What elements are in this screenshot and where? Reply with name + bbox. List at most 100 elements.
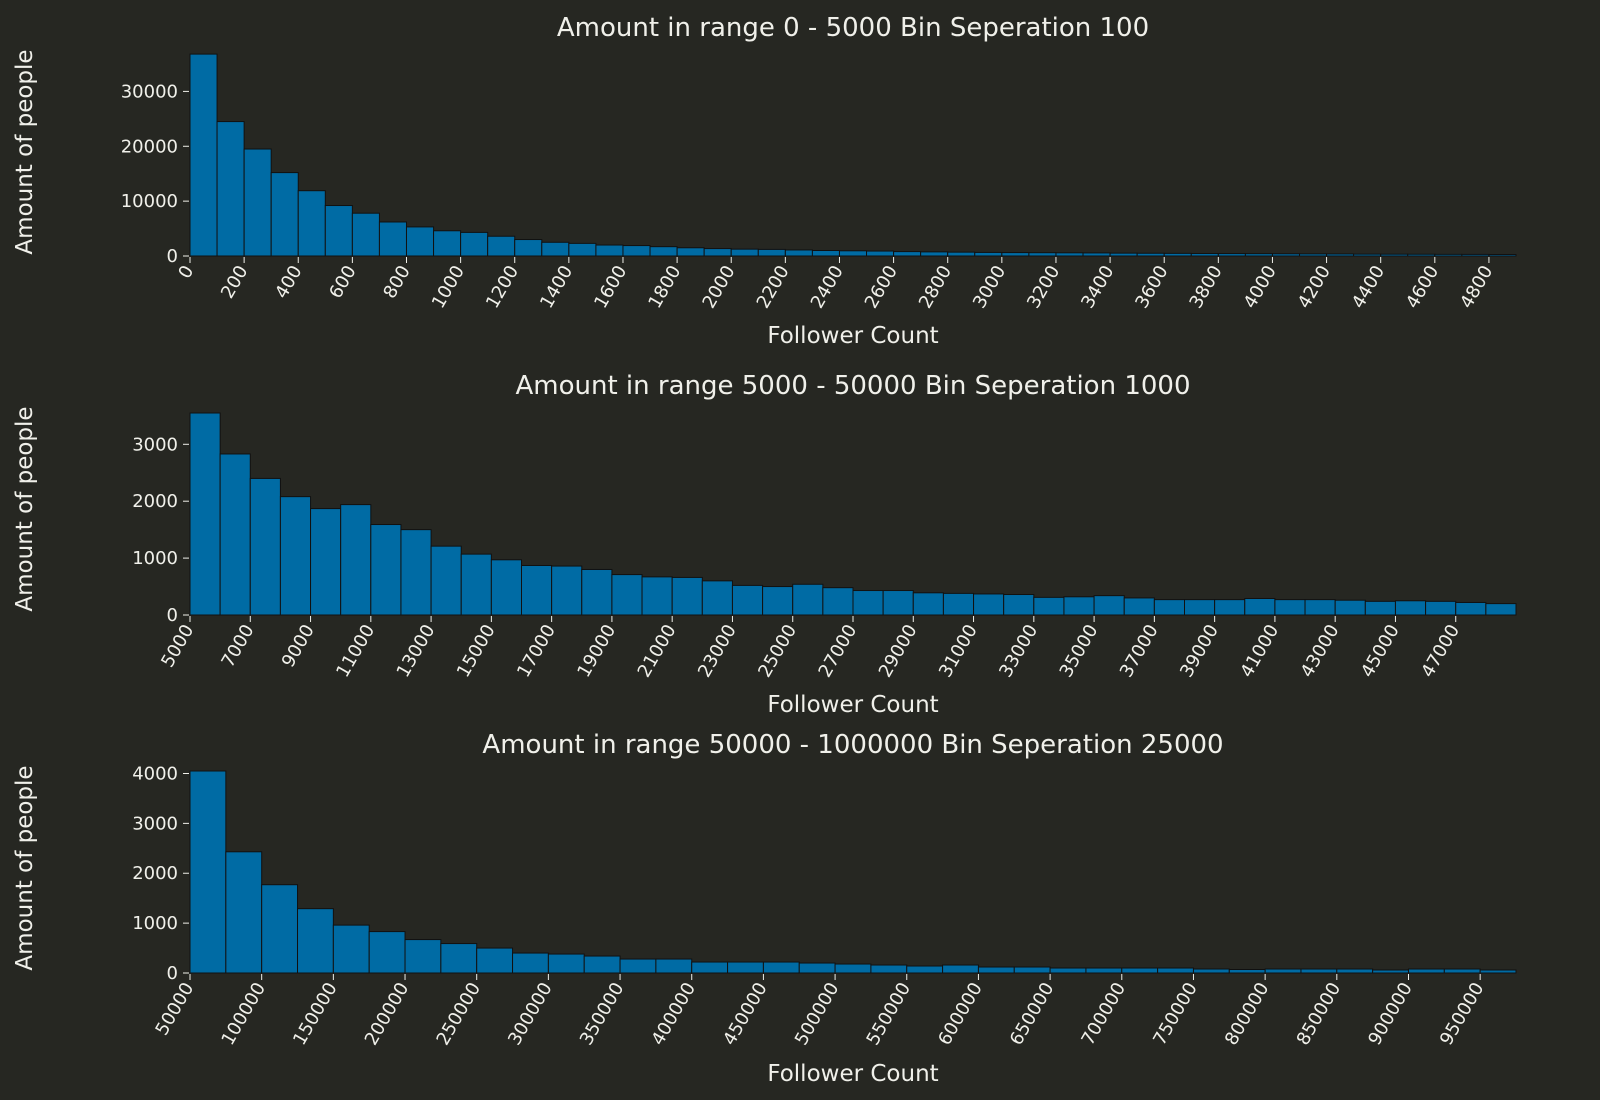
histogram-bar	[866, 250, 895, 257]
histogram-bar	[792, 583, 824, 616]
x-tick-label: 29000	[875, 621, 922, 681]
x-tick-label: 400000	[648, 979, 701, 1049]
histogram-bar	[490, 559, 523, 616]
x-tick-label: 550000	[863, 979, 916, 1049]
x-tick-label: 45000	[1357, 621, 1404, 681]
histogram-bar	[368, 931, 406, 974]
histogram-bar	[583, 955, 621, 974]
histogram-bar	[541, 241, 570, 257]
histogram-bar	[1461, 253, 1490, 257]
x-tick-label: 43000	[1297, 621, 1344, 681]
x-tick-label: 600	[325, 262, 360, 302]
histogram-bar	[1085, 967, 1123, 974]
x-tick-label: 1400	[536, 262, 577, 312]
y-tick-label: 0	[167, 605, 178, 626]
histogram-bar	[1033, 596, 1065, 616]
histogram-bar	[521, 564, 553, 616]
x-tick-label: 19000	[573, 621, 620, 681]
histogram-bar	[400, 529, 432, 616]
x-tick-label: 1000	[428, 262, 469, 312]
x-tick-label: 25000	[754, 621, 801, 681]
y-tick-label: 30000	[121, 81, 178, 102]
x-axis-label: Follower Count	[767, 1061, 938, 1087]
histogram-bar	[1192, 968, 1230, 974]
histogram-bar	[1228, 969, 1266, 974]
histogram-bar	[440, 943, 478, 974]
histogram-bar	[1299, 253, 1328, 257]
histogram-bar	[1334, 599, 1366, 616]
histogram-bar	[297, 190, 326, 257]
y-axis-label: Amount of people	[12, 49, 38, 254]
histogram-bar	[514, 239, 543, 257]
x-tick-label: 17000	[513, 621, 560, 681]
histogram-bar	[1394, 600, 1427, 616]
histogram-bar	[671, 576, 703, 616]
x-tick-label: 4400	[1348, 262, 1389, 312]
histogram-bar	[757, 248, 786, 257]
x-tick-label: 3600	[1131, 262, 1172, 312]
y-tick-label: 20000	[121, 136, 178, 157]
x-tick-label: 600000	[934, 979, 987, 1049]
histogram-bar	[378, 221, 407, 257]
y-tick-label: 2000	[132, 491, 178, 512]
x-tick-label: 350000	[576, 979, 629, 1049]
histogram-bar	[1353, 253, 1382, 257]
x-tick-label: 3200	[1023, 262, 1064, 312]
histogram-panel-3: Amount in range 50000 - 1000000 Bin Sepe…	[12, 730, 1517, 1087]
histogram-bar	[1304, 599, 1336, 616]
x-tick-label: 9000	[278, 621, 319, 671]
y-tick-label: 1000	[132, 913, 178, 934]
x-tick-label: 950000	[1436, 979, 1489, 1049]
histogram-bar	[476, 947, 514, 974]
histogram-bar	[655, 958, 693, 974]
x-tick-label: 3000	[969, 262, 1010, 312]
histogram-bar	[727, 961, 764, 974]
histogram-bar	[189, 770, 227, 974]
histogram-bar	[912, 592, 944, 616]
histogram-bar	[1244, 253, 1273, 257]
x-axis-label: Follower Count	[767, 692, 938, 718]
histogram-bar	[942, 592, 975, 616]
y-tick-label: 2000	[132, 863, 178, 884]
x-tick-label: 2400	[807, 262, 848, 312]
histogram-bar	[332, 924, 370, 974]
x-tick-label: 200	[217, 262, 252, 302]
histogram-bar	[762, 586, 794, 616]
histogram-bar	[676, 247, 705, 257]
histogram-bar	[784, 249, 813, 257]
histogram-bar	[351, 212, 380, 257]
histogram-bar	[1271, 253, 1301, 257]
x-tick-label: 4200	[1294, 262, 1335, 312]
histogram-bar	[433, 230, 462, 257]
histogram-bar	[906, 965, 944, 974]
x-tick-label: 650000	[1006, 979, 1059, 1049]
histogram-bar	[731, 584, 764, 616]
histogram-bar	[1153, 599, 1186, 616]
histogram-bar	[942, 964, 979, 974]
x-tick-label: 35000	[1056, 621, 1103, 681]
histogram-bar	[568, 242, 597, 257]
histogram-bar	[973, 593, 1005, 616]
y-tick-label: 0	[167, 246, 178, 267]
histogram-bar	[691, 961, 729, 974]
x-tick-label: 2200	[753, 262, 794, 312]
histogram-bar	[460, 553, 492, 616]
x-tick-label: 0	[174, 262, 198, 282]
histogram-bar	[870, 964, 908, 974]
x-tick-label: 100000	[217, 979, 270, 1049]
histogram-bar	[1136, 252, 1165, 257]
histogram-bar	[1028, 252, 1057, 257]
y-tick-label: 0	[167, 963, 178, 984]
y-tick-label: 3000	[132, 813, 178, 834]
histogram-bar	[622, 245, 651, 257]
histogram-bar	[1157, 967, 1194, 974]
chart-title: Amount in range 5000 - 50000 Bin Seperat…	[516, 371, 1191, 401]
histogram-bar	[310, 508, 342, 616]
histogram-bar	[882, 590, 914, 616]
histogram-bar	[1264, 968, 1302, 974]
histogram-bar	[1372, 969, 1409, 974]
y-tick-label: 10000	[121, 191, 178, 212]
x-tick-label: 750000	[1149, 979, 1202, 1049]
x-tick-label: 850000	[1293, 979, 1346, 1049]
